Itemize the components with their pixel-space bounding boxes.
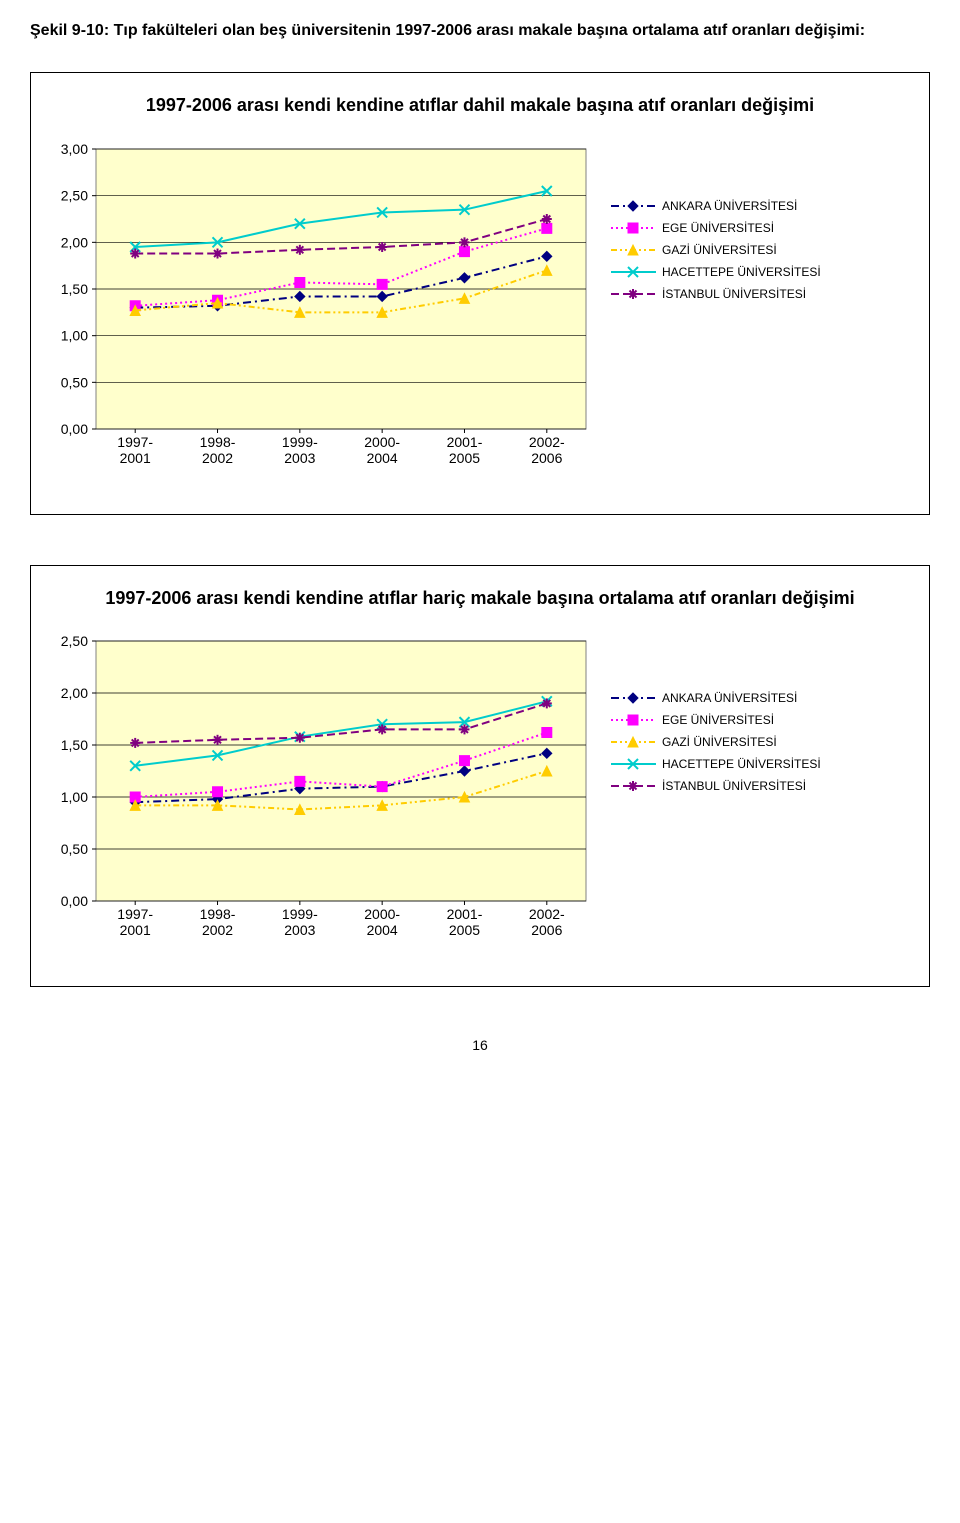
legend-item-gazi: GAZİ ÜNİVERSİTESİ xyxy=(611,243,821,257)
svg-text:2001: 2001 xyxy=(120,922,151,938)
svg-text:1,00: 1,00 xyxy=(61,789,88,805)
legend-label: İSTANBUL ÜNİVERSİTESİ xyxy=(662,287,806,301)
chart-1-title: 1997-2006 arası kendi kendine atıflar da… xyxy=(46,93,914,118)
legend-label: HACETTEPE ÜNİVERSİTESİ xyxy=(662,265,821,279)
svg-text:2,00: 2,00 xyxy=(61,234,88,250)
legend-label: GAZİ ÜNİVERSİTESİ xyxy=(662,243,777,257)
svg-text:1998-: 1998- xyxy=(200,434,236,450)
legend-item-hacettepe: HACETTEPE ÜNİVERSİTESİ xyxy=(611,265,821,279)
legend-label: HACETTEPE ÜNİVERSİTESİ xyxy=(662,757,821,771)
legend-item-istanbul: İSTANBUL ÜNİVERSİTESİ xyxy=(611,779,821,793)
chart-2-legend: ANKARA ÜNİVERSİTESİ EGE ÜNİVERSİTESİ GAZİ … xyxy=(611,691,821,801)
svg-text:1,00: 1,00 xyxy=(61,327,88,343)
svg-text:2003: 2003 xyxy=(284,922,315,938)
svg-text:2001-: 2001- xyxy=(447,434,483,450)
svg-text:2006: 2006 xyxy=(531,922,562,938)
chart-1-container: 1997-2006 arası kendi kendine atıflar da… xyxy=(30,72,930,514)
legend-item-hacettepe: HACETTEPE ÜNİVERSİTESİ xyxy=(611,757,821,771)
svg-text:2,50: 2,50 xyxy=(61,187,88,203)
svg-text:1999-: 1999- xyxy=(282,906,318,922)
legend-item-ankara: ANKARA ÜNİVERSİTESİ xyxy=(611,691,821,705)
svg-text:2005: 2005 xyxy=(449,922,480,938)
legend-label: GAZİ ÜNİVERSİTESİ xyxy=(662,735,777,749)
legend-label: EGE ÜNİVERSİTESİ xyxy=(662,713,774,727)
svg-text:2001: 2001 xyxy=(120,450,151,466)
svg-text:1997-: 1997- xyxy=(117,906,153,922)
chart-1-plot: 0,00 0,50 1,00 1,50 2,00 2,50 3,00 1997-2001 199… xyxy=(46,139,596,484)
svg-text:2001-: 2001- xyxy=(447,906,483,922)
svg-text:2004: 2004 xyxy=(367,922,398,938)
figure-caption: Şekil 9-10: Tıp fakülteleri olan beş üni… xyxy=(30,20,930,42)
svg-text:2005: 2005 xyxy=(449,450,480,466)
svg-text:0,50: 0,50 xyxy=(61,374,88,390)
page-number: 16 xyxy=(30,1037,930,1053)
chart-2-title: 1997-2006 arası kendi kendine atıflar ha… xyxy=(46,586,914,611)
svg-text:2004: 2004 xyxy=(367,450,398,466)
legend-label: ANKARA ÜNİVERSİTESİ xyxy=(662,199,797,213)
svg-text:1,50: 1,50 xyxy=(61,281,88,297)
svg-text:2002: 2002 xyxy=(202,450,233,466)
svg-text:2000-: 2000- xyxy=(364,434,400,450)
svg-text:2,00: 2,00 xyxy=(61,685,88,701)
chart-1-legend: ANKARA ÜNİVERSİTESİ EGE ÜNİVERSİTESİ GAZİ … xyxy=(611,199,821,309)
legend-item-ege: EGE ÜNİVERSİTESİ xyxy=(611,221,821,235)
svg-text:2002-: 2002- xyxy=(529,906,565,922)
legend-label: ANKARA ÜNİVERSİTESİ xyxy=(662,691,797,705)
svg-text:0,00: 0,00 xyxy=(61,893,88,909)
svg-text:1999-: 1999- xyxy=(282,434,318,450)
svg-text:1998-: 1998- xyxy=(200,906,236,922)
chart-2-container: 1997-2006 arası kendi kendine atıflar ha… xyxy=(30,565,930,987)
legend-item-ege: EGE ÜNİVERSİTESİ xyxy=(611,713,821,727)
legend-label: EGE ÜNİVERSİTESİ xyxy=(662,221,774,235)
svg-text:2002-: 2002- xyxy=(529,434,565,450)
svg-text:1,50: 1,50 xyxy=(61,737,88,753)
svg-text:2002: 2002 xyxy=(202,922,233,938)
svg-text:2003: 2003 xyxy=(284,450,315,466)
legend-item-ankara: ANKARA ÜNİVERSİTESİ xyxy=(611,199,821,213)
legend-item-istanbul: İSTANBUL ÜNİVERSİTESİ xyxy=(611,287,821,301)
svg-text:0,00: 0,00 xyxy=(61,421,88,437)
legend-item-gazi: GAZİ ÜNİVERSİTESİ xyxy=(611,735,821,749)
svg-text:2006: 2006 xyxy=(531,450,562,466)
svg-text:0,50: 0,50 xyxy=(61,841,88,857)
svg-text:3,00: 3,00 xyxy=(61,141,88,157)
svg-text:2,50: 2,50 xyxy=(61,633,88,649)
svg-text:1997-: 1997- xyxy=(117,434,153,450)
legend-label: İSTANBUL ÜNİVERSİTESİ xyxy=(662,779,806,793)
chart-2-plot: 0,000,501,001,502,002,501997-20011998-20… xyxy=(46,631,596,956)
svg-text:2000-: 2000- xyxy=(364,906,400,922)
